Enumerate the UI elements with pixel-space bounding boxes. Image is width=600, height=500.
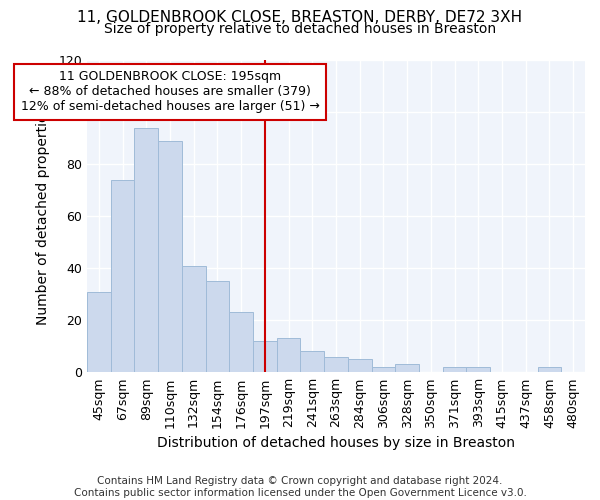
Bar [110, 180, 134, 372]
Bar [301, 352, 324, 372]
Bar [371, 367, 395, 372]
Bar [277, 338, 301, 372]
Bar [538, 367, 561, 372]
Bar [206, 281, 229, 372]
Bar [229, 312, 253, 372]
Bar [348, 360, 371, 372]
Text: Size of property relative to detached houses in Breaston: Size of property relative to detached ho… [104, 22, 496, 36]
Bar [443, 367, 466, 372]
Bar [324, 356, 348, 372]
Bar [466, 367, 490, 372]
Bar [158, 140, 182, 372]
Bar [182, 266, 206, 372]
Bar [87, 292, 110, 372]
Text: 11 GOLDENBROOK CLOSE: 195sqm
← 88% of detached houses are smaller (379)
12% of s: 11 GOLDENBROOK CLOSE: 195sqm ← 88% of de… [20, 70, 319, 114]
Bar [395, 364, 419, 372]
Y-axis label: Number of detached properties: Number of detached properties [36, 107, 50, 326]
Text: Contains HM Land Registry data © Crown copyright and database right 2024.
Contai: Contains HM Land Registry data © Crown c… [74, 476, 526, 498]
X-axis label: Distribution of detached houses by size in Breaston: Distribution of detached houses by size … [157, 436, 515, 450]
Text: 11, GOLDENBROOK CLOSE, BREASTON, DERBY, DE72 3XH: 11, GOLDENBROOK CLOSE, BREASTON, DERBY, … [77, 10, 523, 25]
Bar [134, 128, 158, 372]
Bar [253, 341, 277, 372]
